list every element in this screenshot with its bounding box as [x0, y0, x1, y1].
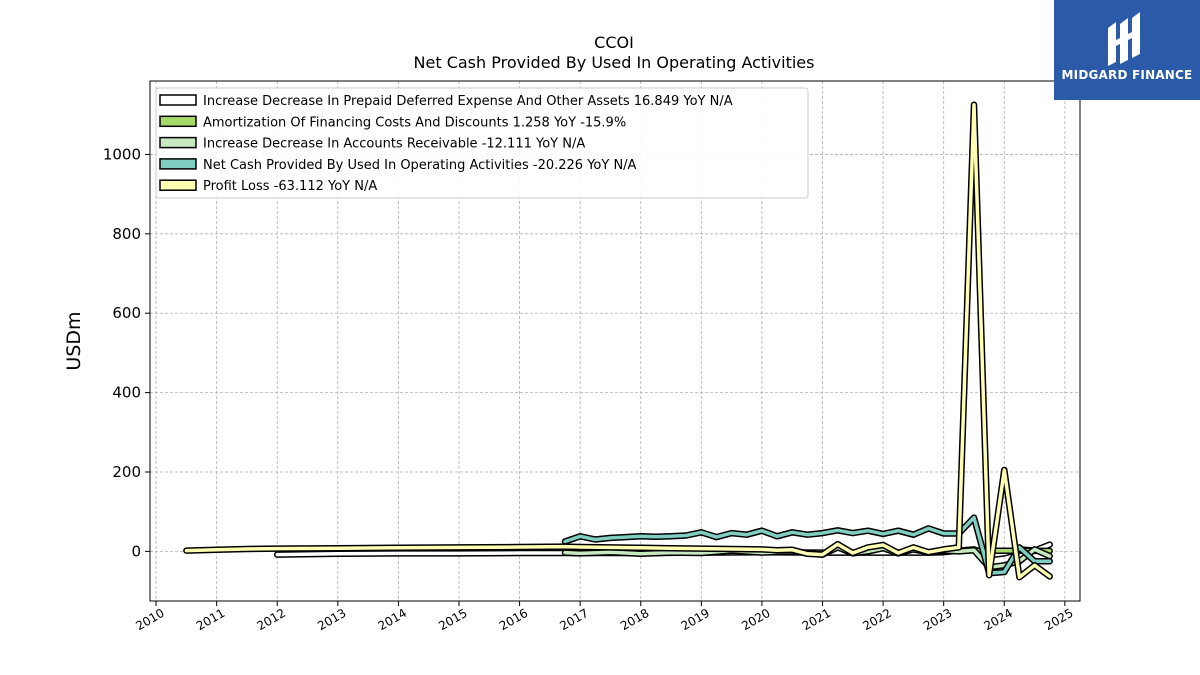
legend-label: Net Cash Provided By Used In Operating A…: [203, 158, 637, 173]
y-tick-label: 600: [112, 304, 141, 322]
x-tick-label: 2023: [921, 606, 954, 633]
series-stroke: [563, 515, 1052, 575]
legend-swatch: [159, 94, 197, 106]
x-tick-label: 2012: [255, 606, 288, 633]
x-tick-label: 2013: [315, 606, 348, 633]
legend-label: Increase Decrease In Accounts Receivable…: [203, 137, 585, 152]
x-tick-label: 2018: [618, 606, 651, 633]
y-tick-label: 1000: [103, 145, 141, 163]
chart-title: CCOI: [594, 33, 634, 52]
brand-logo: MIDGARD FINANCE: [1054, 0, 1200, 100]
legend-label: Profit Loss -63.112 YoY N/A: [203, 179, 377, 194]
legend-label: Amortization Of Financing Costs And Disc…: [203, 115, 626, 130]
midgard-logo-icon: [1108, 12, 1140, 66]
x-tick-label: 2024: [982, 606, 1015, 633]
legend-swatch: [159, 136, 197, 149]
x-tick-label: 2019: [679, 606, 712, 633]
chart-subtitle: Net Cash Provided By Used In Operating A…: [414, 53, 815, 72]
y-tick-label: 0: [131, 542, 141, 560]
x-tick-label: 2017: [557, 606, 590, 633]
x-tick-label: 2015: [436, 606, 469, 633]
legend-box: [155, 87, 809, 199]
x-tick-label: 2016: [497, 606, 530, 633]
brand-name: MIDGARD FINANCE: [1061, 68, 1193, 82]
x-tick-label: 2025: [1042, 606, 1075, 633]
x-tick-label: 2011: [194, 606, 227, 633]
series-5-line: [183, 101, 1053, 581]
y-tick-label: 800: [112, 225, 141, 243]
y-axis-label: USDm: [63, 311, 85, 370]
plot-frame: [149, 80, 1081, 602]
series-stroke: [184, 103, 1052, 579]
legend-swatch: [159, 158, 197, 170]
legend-swatch: [159, 179, 197, 191]
legend-swatch: [159, 115, 197, 128]
x-tick-label: 2022: [860, 606, 893, 633]
y-tick-label: 200: [112, 463, 141, 481]
x-tick-label: 2014: [376, 606, 409, 633]
legend: Increase Decrease In Prepaid Deferred Ex…: [155, 87, 809, 199]
legend-label: Increase Decrease In Prepaid Deferred Ex…: [203, 94, 733, 109]
x-tick-label: 2010: [133, 606, 166, 633]
x-tick-label: 2020: [739, 606, 772, 633]
series-layer: [183, 101, 1053, 581]
series-4-line: [561, 514, 1053, 577]
y-tick-label: 400: [112, 384, 141, 402]
x-tick-label: 2021: [800, 606, 833, 633]
axis-ticks: 2010 2011 2012 2013 2014 2015 2016 2017 2018 2019…: [103, 145, 1076, 633]
